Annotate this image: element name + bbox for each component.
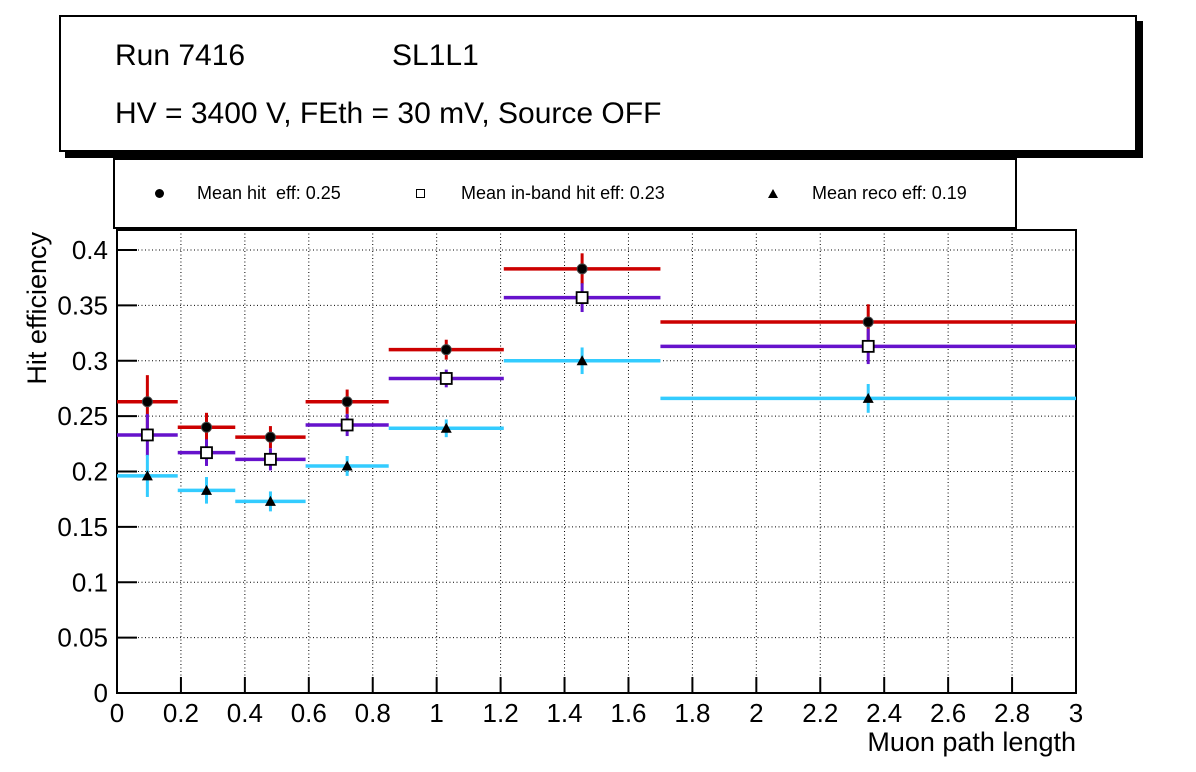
y-tick-label: 0.3	[72, 346, 108, 376]
legend-entry-mean-reco-eff: Mean reco eff: 0.19	[768, 160, 967, 227]
x-tick-label: 2.6	[930, 698, 966, 728]
conditions-label: HV = 3400 V, FEth = 30 mV, Source OFF	[115, 97, 662, 130]
run-label: Run 7416	[115, 39, 246, 72]
filled-triangle-marker	[201, 484, 213, 495]
filled-circle-marker	[141, 396, 153, 408]
x-tick-label: 0.6	[291, 698, 327, 728]
y-axis-title: Hit efficiency	[22, 232, 52, 385]
x-tick-label: 0.8	[355, 698, 391, 728]
x-tick-label: 1.4	[546, 698, 582, 728]
x-tick-label: 0.2	[163, 698, 199, 728]
legend-label-mean-reco-eff: Mean reco eff: 0.19	[812, 183, 967, 203]
open-square-marker	[200, 446, 213, 460]
y-tick-label: 0.35	[57, 290, 108, 320]
y-tick-label: 0.2	[72, 457, 108, 487]
filled-triangle-marker	[341, 460, 353, 471]
y-tick-label: 0.25	[57, 401, 108, 431]
x-tick-label: 1.6	[610, 698, 646, 728]
y-tick-label: 0.05	[57, 623, 108, 653]
open-square-marker	[140, 428, 154, 442]
open-square-marker	[264, 452, 277, 466]
legend-entry-mean-inband-hit-eff: Mean in-band hit eff: 0.23	[416, 160, 665, 227]
open-square-icon	[416, 189, 425, 198]
filled-triangle-marker	[576, 355, 588, 366]
y-tick-label: 0.1	[72, 567, 108, 597]
x-tick-label: 0	[110, 698, 124, 728]
filled-triangle-marker	[264, 495, 276, 506]
chamber-label: SL1L1	[392, 39, 479, 72]
title-box: Run 7416 SL1L1 HV = 3400 V, FEth = 30 mV…	[59, 15, 1137, 152]
x-tick-label: 2.2	[802, 698, 838, 728]
y-tick-label: 0.4	[72, 235, 108, 265]
x-axis-title: Muon path length	[867, 727, 1076, 757]
x-tick-label: 2	[749, 698, 763, 728]
x-tick-label: 2.4	[866, 698, 902, 728]
x-tick-label: 1.8	[674, 698, 710, 728]
plot-frame	[116, 229, 1077, 694]
filled-circle-marker	[264, 431, 276, 443]
legend: Mean hit eff: 0.25 Mean in-band hit eff:…	[113, 158, 1017, 229]
open-square-marker	[340, 418, 354, 432]
filled-circle-marker	[576, 263, 588, 275]
open-square-marker	[439, 372, 453, 385]
y-tick-label: 0.15	[57, 512, 108, 542]
filled-circle-icon	[155, 189, 164, 198]
filled-triangle-marker	[862, 392, 874, 403]
x-tick-label: 2.8	[994, 698, 1030, 728]
open-square-marker	[575, 291, 589, 305]
filled-circle-marker	[341, 396, 353, 408]
open-square-marker	[861, 339, 875, 353]
filled-circle-marker	[440, 344, 452, 356]
filled-triangle-icon	[768, 189, 778, 198]
y-tick-label: 0	[94, 678, 108, 708]
x-tick-label: 1	[429, 698, 443, 728]
filled-circle-marker	[201, 421, 213, 433]
filled-circle-marker	[862, 316, 874, 328]
legend-label-mean-inband-hit-eff: Mean in-band hit eff: 0.23	[461, 183, 665, 203]
filled-triangle-marker	[141, 470, 153, 481]
x-tick-label: 1.2	[483, 698, 519, 728]
x-tick-label: 0.4	[227, 698, 263, 728]
legend-label-mean-hit-eff: Mean hit eff: 0.25	[197, 183, 341, 203]
x-tick-label: 3	[1069, 698, 1083, 728]
legend-entry-mean-hit-eff: Mean hit eff: 0.25	[155, 160, 341, 227]
filled-triangle-marker	[440, 422, 452, 433]
